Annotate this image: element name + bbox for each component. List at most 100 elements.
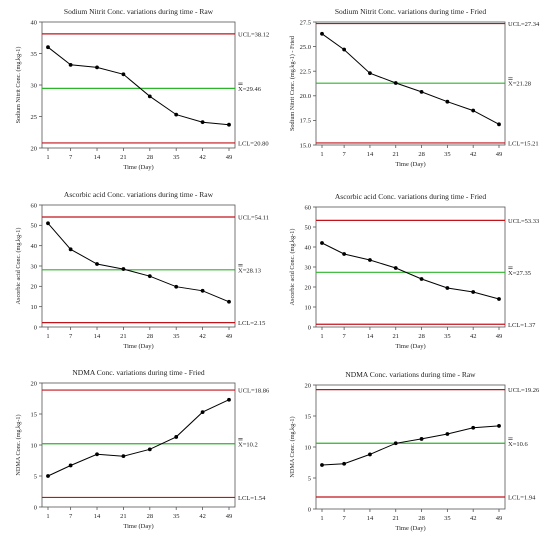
x-tick-label: 42 <box>199 333 206 340</box>
x-tick-label: 21 <box>120 513 127 520</box>
x-tick-label: 1 <box>320 333 323 340</box>
data-point <box>393 441 398 446</box>
y-tick-label: 15 <box>31 411 38 418</box>
chart-panel-6: NDMA Conc. variations during time - Raw U… <box>289 370 540 532</box>
data-point <box>497 297 501 301</box>
y-tick-label: 40 <box>305 244 312 251</box>
x-tick-label: 49 <box>496 151 503 158</box>
ucl-label: UCL=54.11 <box>238 214 269 221</box>
data-point <box>471 290 476 294</box>
data-point <box>46 45 50 50</box>
data-point <box>393 81 398 85</box>
series-line <box>47 399 230 477</box>
chart-panel-1: Sodium Nitrit Conc. variations during ti… <box>15 7 269 171</box>
plot-area <box>41 204 236 328</box>
data-point <box>95 65 99 70</box>
y-tick-label: 60 <box>305 204 312 211</box>
series-line <box>321 242 500 300</box>
data-point <box>320 241 324 245</box>
data-point <box>368 71 372 76</box>
data-point <box>497 424 501 428</box>
y-tick-label: 25.0 <box>300 44 311 51</box>
x-tick-label: 35 <box>444 333 451 340</box>
y-tick-label: 17.5 <box>300 118 311 125</box>
series-line <box>321 425 500 466</box>
x-tick-label: 7 <box>69 154 73 161</box>
x-tick-label: 49 <box>496 333 503 340</box>
series-line <box>47 46 230 126</box>
ucl-label: UCL=38.12 <box>238 31 269 38</box>
data-point <box>393 266 398 270</box>
x-tick-label: 28 <box>147 513 154 520</box>
y-tick-label: 50 <box>31 223 38 230</box>
y-tick-label: 20 <box>31 284 38 291</box>
x-tick-label: 42 <box>470 515 477 522</box>
data-point <box>95 262 99 266</box>
x-tick-label: 28 <box>147 154 154 161</box>
data-point <box>68 463 73 468</box>
data-point <box>497 122 501 127</box>
x-tick-label: 35 <box>173 333 180 340</box>
y-axis-label: Ascorbic acid Conc. (mg.kg-1) <box>289 229 296 306</box>
chart-title: NDMA Conc. variations during time - Frie… <box>72 368 205 377</box>
x-tick-label: 35 <box>173 154 180 161</box>
data-point <box>147 447 152 452</box>
data-point <box>121 72 126 77</box>
y-tick-label: 20.0 <box>300 93 311 100</box>
y-tick-label: 0 <box>34 504 37 511</box>
chart-title: Sodium Nitrit Conc. variations during ti… <box>64 7 214 16</box>
data-point <box>419 437 424 441</box>
center-label: X=28.13 <box>238 267 261 274</box>
x-tick-label: 35 <box>173 513 180 520</box>
chart-panel-3: Ascorbic acid Conc. variations during ti… <box>15 190 269 350</box>
x-tick-label: 1 <box>46 513 49 520</box>
x-tick-label: 21 <box>393 333 400 340</box>
x-tick-label: 14 <box>94 513 101 520</box>
data-point <box>200 410 205 415</box>
x-tick-label: 14 <box>367 515 374 522</box>
x-tick-label: 49 <box>226 154 233 161</box>
data-point <box>121 267 126 271</box>
y-tick-label: 40 <box>31 19 38 26</box>
x-tick-label: 21 <box>120 154 127 161</box>
lcl-label: LCL=15.21 <box>508 140 539 147</box>
x-tick-label: 28 <box>147 333 154 340</box>
data-point <box>227 122 231 127</box>
x-axis-label: Time (Day) <box>123 164 153 171</box>
data-point <box>320 463 324 467</box>
x-tick-label: 7 <box>343 151 347 158</box>
x-tick-label: 28 <box>418 333 425 340</box>
series-line <box>47 222 230 303</box>
data-point <box>227 299 231 304</box>
y-tick-label: 15 <box>305 413 312 420</box>
x-tick-label: 49 <box>226 513 233 520</box>
data-point <box>68 62 73 67</box>
ucl-label: UCL=27.34 <box>508 21 540 28</box>
x-tick-label: 14 <box>367 333 374 340</box>
y-tick-label: 20 <box>31 380 38 387</box>
y-tick-label: 30 <box>305 264 312 271</box>
x-axis-label: Time (Day) <box>395 161 425 168</box>
ucl-label: UCL=18.86 <box>238 388 270 395</box>
data-point <box>471 108 476 113</box>
data-point <box>368 452 372 457</box>
x-tick-label: 1 <box>320 151 323 158</box>
data-point <box>227 397 231 402</box>
center-label: X=29.46 <box>238 86 262 93</box>
y-tick-label: 35 <box>31 51 38 58</box>
y-axis-label: NDMA Conc. (mg.kg-1) <box>289 416 296 477</box>
data-point <box>46 474 50 478</box>
lcl-label: LCL=1.37 <box>508 322 536 329</box>
y-tick-label: 0 <box>308 324 311 331</box>
y-tick-label: 0 <box>34 324 37 331</box>
x-tick-label: 7 <box>69 513 73 520</box>
data-point <box>342 252 347 256</box>
y-tick-label: 5 <box>308 475 311 482</box>
data-point <box>471 425 476 430</box>
lcl-label: LCL=1.94 <box>508 494 536 501</box>
y-tick-label: 5 <box>34 473 37 480</box>
data-point <box>342 461 347 466</box>
x-tick-label: 7 <box>343 333 347 340</box>
plot-area <box>41 21 236 149</box>
